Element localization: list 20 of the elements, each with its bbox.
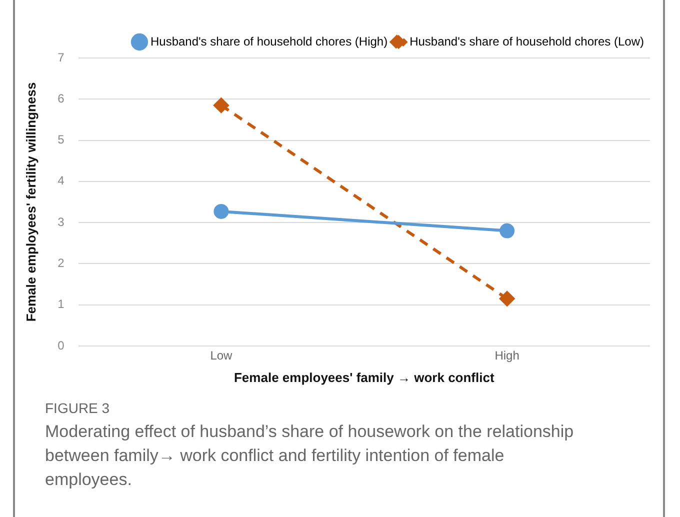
point [214,98,229,113]
point [500,223,515,238]
text: Moderating effect of husband’s share of housework on the relationship between family→ work conflict and fertility intention of female employees. [45,421,575,491]
y-axis-title: Female employees' fertility willingness [23,82,38,322]
point [214,204,229,219]
x-axis-title: Female employees' family → work conflict [234,370,495,385]
caption: FIGURE 3 [45,400,111,416]
x-tick-label: High [494,348,520,363]
legend-label: Husband's share of household chores (High) [150,34,388,48]
x-tick-label: Low [210,348,233,363]
y-tick-label: 4 [58,174,65,188]
point [500,291,515,306]
y-tick-label: 5 [58,132,65,147]
y-tick-label: 6 [58,91,65,106]
y-tick-label: 3 [58,214,65,229]
y-tick-label: 7 [58,50,65,64]
y-tick-label: 2 [58,256,65,270]
legend-label: Husband's share of household chores (Low) [410,34,644,48]
y-tick-label: 0 [58,338,65,352]
y-tick-label: 1 [58,297,65,312]
